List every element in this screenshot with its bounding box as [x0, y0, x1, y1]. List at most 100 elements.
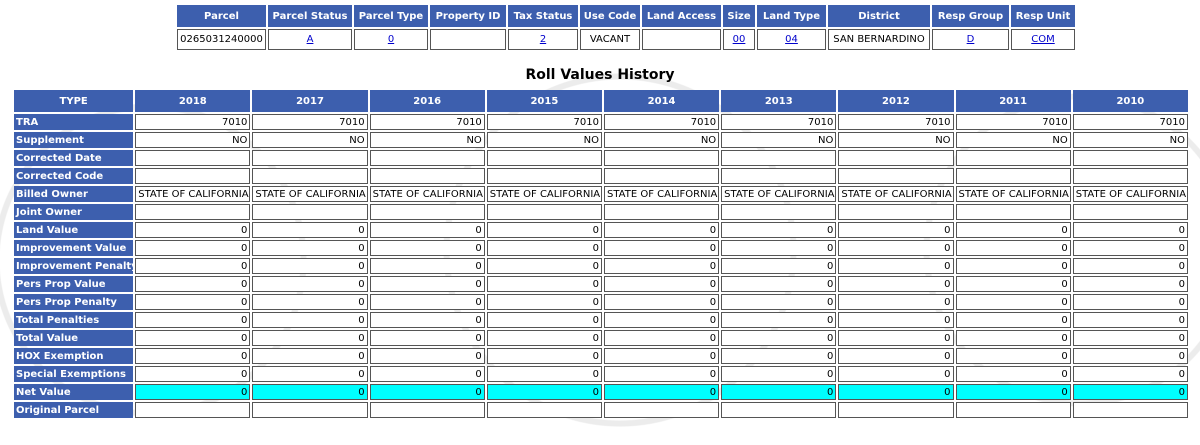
column-header: Resp Group	[932, 5, 1009, 27]
roll-cell	[252, 150, 368, 166]
roll-row: Pers Prop Penalty 0 0 0 0 0 0 0 0 0	[14, 294, 1188, 310]
roll-cell: 0	[838, 330, 954, 346]
roll-cell: 0	[135, 348, 251, 364]
parcel-cell: 00	[723, 29, 755, 50]
roll-cell	[838, 204, 954, 220]
roll-cell: 0	[369, 258, 485, 274]
roll-value: 0	[475, 314, 482, 326]
roll-value: 0	[475, 278, 482, 290]
row-label: Land Value	[14, 222, 134, 238]
roll-value: 0	[358, 278, 365, 290]
roll-value: 0	[709, 386, 717, 398]
roll-row: Total Penalties 0 0 0 0 0 0 0 0 0	[14, 312, 1188, 328]
roll-cell: 0	[486, 276, 602, 292]
roll-value: 0	[358, 224, 365, 236]
roll-cell	[135, 402, 251, 418]
roll-value: 0	[592, 242, 599, 254]
roll-cell: STATE OF CALIFORNIA	[252, 186, 368, 202]
year-header: 2011	[955, 90, 1071, 112]
roll-cell	[603, 150, 720, 166]
roll-cell: NO	[252, 132, 368, 148]
roll-value: 0	[241, 314, 248, 326]
row-label: Improvement Penalty	[14, 258, 134, 274]
roll-cell: 0	[721, 348, 837, 364]
year-header: 2012	[838, 90, 954, 112]
roll-cell	[1072, 402, 1188, 418]
roll-value: 0	[241, 296, 248, 308]
roll-cell: 0	[135, 312, 251, 328]
roll-value: 0	[475, 296, 482, 308]
roll-cell: STATE OF CALIFORNIA	[486, 186, 602, 202]
roll-cell	[1072, 168, 1188, 184]
roll-cell: 0	[838, 348, 954, 364]
roll-row: Corrected Date	[14, 150, 1188, 166]
parcel-link[interactable]: 0	[387, 34, 395, 45]
roll-value: 0	[1061, 368, 1068, 380]
roll-cell: 0	[369, 312, 485, 328]
roll-value: 0	[241, 242, 248, 254]
parcel-link[interactable]: 04	[785, 34, 798, 45]
parcel-link[interactable]: 00	[732, 34, 746, 45]
roll-cell: 0	[838, 294, 954, 310]
roll-cell: 0	[721, 276, 837, 292]
roll-value: 0	[358, 332, 365, 344]
roll-cell	[721, 204, 837, 220]
roll-value: NO	[700, 134, 717, 146]
roll-value: 0	[826, 278, 834, 290]
parcel-link[interactable]: D	[966, 34, 975, 45]
roll-cell: NO	[1072, 132, 1188, 148]
roll-value: STATE OF CALIFORNIA	[606, 188, 718, 200]
roll-value: 7010	[221, 116, 248, 128]
roll-value: 0	[709, 332, 717, 344]
roll-value: 7010	[456, 116, 482, 128]
roll-cell: 0	[603, 312, 720, 328]
parcel-cell: 0	[354, 29, 428, 50]
roll-value: 0	[592, 278, 599, 290]
roll-cell: NO	[603, 132, 720, 148]
roll-value: 0	[826, 314, 834, 326]
roll-value: 0	[241, 332, 248, 344]
roll-cell: 0	[252, 366, 368, 382]
roll-value: 0	[826, 242, 834, 254]
roll-value: 0	[592, 386, 599, 398]
roll-cell	[486, 168, 602, 184]
roll-cell: 7010	[135, 114, 251, 130]
parcel-value: VACANT	[589, 34, 631, 45]
roll-cell: 0	[1072, 222, 1188, 238]
roll-row: Special Exemptions 0 0 0 0 0 0 0 0 0	[14, 366, 1188, 382]
roll-cell: 0	[486, 312, 602, 328]
parcel-link[interactable]: 2	[539, 34, 547, 45]
parcel-link[interactable]: COM	[1031, 34, 1055, 45]
roll-cell: 0	[135, 330, 251, 346]
roll-value: 0	[944, 278, 951, 290]
year-header: 2016	[369, 90, 485, 112]
roll-cell: 0	[369, 384, 485, 400]
roll-value: NO	[583, 134, 599, 146]
roll-value: 0	[826, 224, 834, 236]
parcel-cell: COM	[1011, 29, 1075, 50]
parcel-cell: SAN BERNARDINO	[828, 29, 930, 50]
parcel-cell: A	[268, 29, 352, 50]
roll-cell: STATE OF CALIFORNIA	[369, 186, 485, 202]
row-label: Net Value	[14, 384, 134, 400]
row-label: TRA	[14, 114, 134, 130]
roll-value: 0	[1178, 386, 1185, 398]
roll-cell: 0	[721, 366, 837, 382]
column-header: Use Code	[580, 5, 640, 27]
roll-value: 0	[1061, 314, 1068, 326]
roll-cell: 0	[369, 330, 485, 346]
roll-cell: 0	[955, 240, 1071, 256]
roll-cell	[135, 168, 251, 184]
roll-cell: 7010	[721, 114, 837, 130]
roll-cell	[721, 168, 837, 184]
roll-value: 7010	[1159, 116, 1185, 128]
column-header: District	[828, 5, 930, 27]
roll-cell: NO	[369, 132, 485, 148]
roll-cell	[135, 150, 251, 166]
roll-value: 0	[1178, 278, 1185, 290]
parcel-link[interactable]: A	[306, 34, 314, 45]
row-label: Total Penalties	[14, 312, 134, 328]
roll-row: Corrected Code	[14, 168, 1188, 184]
roll-cell: 0	[721, 384, 837, 400]
roll-cell: 0	[603, 240, 720, 256]
